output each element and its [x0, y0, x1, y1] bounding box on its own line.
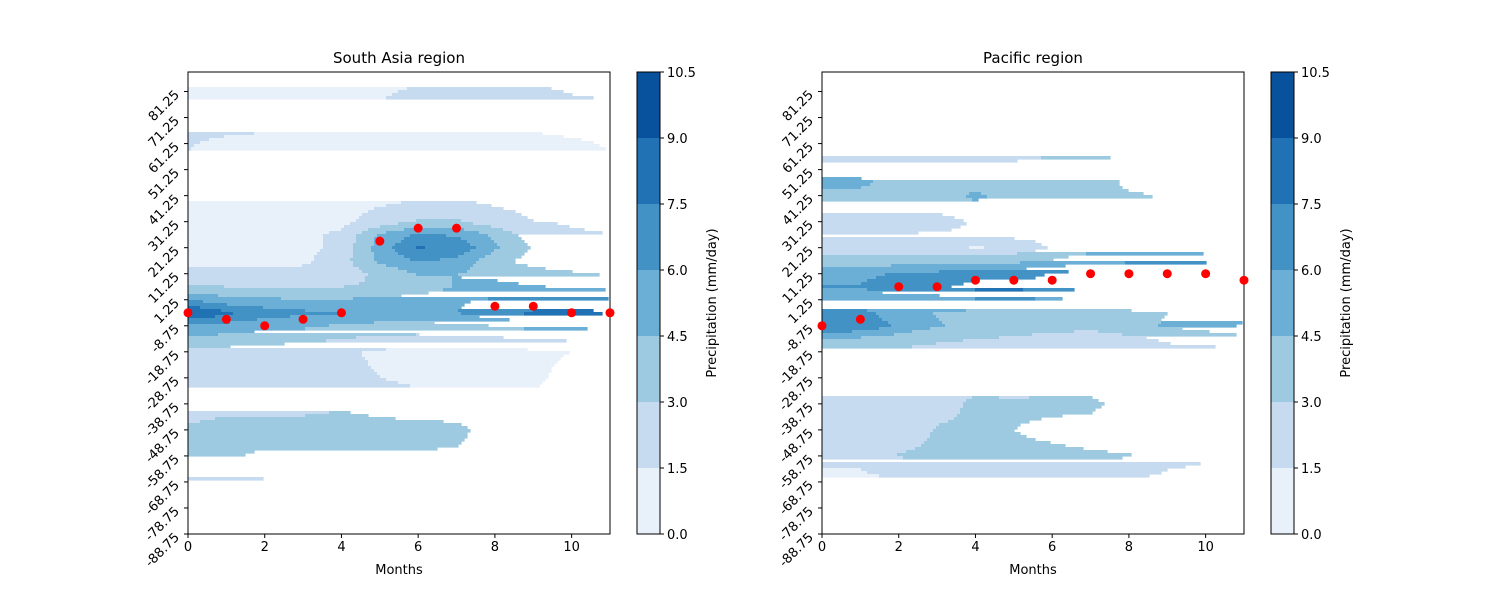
chart-title: South Asia region: [333, 49, 465, 67]
max-precip-point: [375, 236, 385, 246]
max-precip-point: [567, 308, 577, 318]
x-tick-label: 8: [1125, 540, 1133, 555]
y-tick-label: -8.75: [148, 322, 182, 356]
colorbar-band: [637, 336, 660, 402]
colorbar-band: [637, 204, 660, 270]
colorbar-band: [1271, 336, 1294, 402]
y-tick-label: -8.75: [782, 322, 816, 356]
max-precip-point: [413, 223, 423, 233]
max-precip-point: [1086, 269, 1096, 279]
contour-field: [188, 87, 609, 481]
colorbar-tick-label: 6.0: [1301, 264, 1322, 279]
max-precip-point: [1162, 269, 1172, 279]
colorbar-tick-label: 3.0: [1301, 396, 1322, 411]
x-tick-label: 10: [1197, 540, 1214, 555]
colorbar: 0.0 1.5 3.0 4.5 6.0 7.5 9.0 10.5 Precipitation (…: [1270, 66, 1354, 543]
colorbar-band: [1271, 402, 1294, 468]
colorbar-frame: [1270, 71, 1295, 535]
colorbar-tick-label: 9.0: [1301, 132, 1322, 147]
x-tick-label: 8: [491, 540, 499, 555]
colorbar-band: [1271, 270, 1294, 336]
colorbar-band: [637, 138, 660, 204]
colorbar-tick-label: 10.5: [1301, 66, 1330, 81]
max-precip-point: [605, 308, 615, 318]
chart-title: Pacific region: [983, 49, 1083, 67]
colorbar: 0.0 1.5 3.0 4.5 6.0 7.5 9.0 10.5 Precipitation (…: [636, 66, 720, 543]
colorbar-band: [1271, 204, 1294, 270]
colorbar-band: [1271, 138, 1294, 204]
x-tick-label: 4: [337, 540, 345, 555]
max-precip-point: [490, 301, 500, 311]
colorbar-label: Precipitation (mm/day): [1339, 228, 1354, 377]
max-precip-point: [336, 308, 346, 318]
max-precip-point: [183, 308, 193, 318]
x-tick-label: 2: [261, 540, 269, 555]
max-precip-point: [855, 314, 865, 324]
colorbar-tick-label: 0.0: [1301, 528, 1322, 543]
colorbar-tick-label: 7.5: [667, 198, 688, 213]
colorbar-tick-label: 10.5: [667, 66, 696, 81]
colorbar-tick-label: 0.0: [667, 528, 688, 543]
colorbar-band: [637, 468, 660, 534]
colorbar-tick-label: 1.5: [1301, 462, 1322, 477]
colorbar-tick-label: 1.5: [667, 462, 688, 477]
colorbar-tick-label: 3.0: [667, 396, 688, 411]
colorbar-band: [1271, 72, 1294, 138]
x-tick-label: 6: [414, 540, 422, 555]
max-precip-point: [970, 275, 980, 285]
max-precip-point: [1239, 275, 1249, 285]
colorbar-tick-label: 9.0: [667, 132, 688, 147]
x-axis-label: Months: [375, 563, 423, 578]
max-precip-point: [1201, 269, 1211, 279]
x-tick-label: 6: [1048, 540, 1056, 555]
colorbar-band: [637, 402, 660, 468]
x-tick-label: 0: [184, 540, 192, 555]
x-tick-label: 4: [971, 540, 979, 555]
colorbar-band: [637, 72, 660, 138]
colorbar-tick-label: 4.5: [667, 330, 688, 345]
colorbar-tick-label: 4.5: [1301, 330, 1322, 345]
max-precip-point: [260, 321, 270, 331]
max-precip-point: [1047, 275, 1057, 285]
max-precip-point: [932, 282, 942, 292]
max-precip-point: [452, 223, 462, 233]
max-precip-point: [298, 314, 308, 324]
colorbar-frame: [636, 71, 661, 535]
x-tick-label: 10: [563, 540, 580, 555]
x-tick-label: 0: [818, 540, 826, 555]
x-tick-label: 2: [895, 540, 903, 555]
max-precip-point: [221, 314, 231, 324]
colorbar-tick-label: 6.0: [667, 264, 688, 279]
colorbar-label: Precipitation (mm/day): [705, 228, 720, 377]
max-precip-point: [894, 282, 904, 292]
axes-frame: [187, 71, 611, 535]
contour-field: [822, 156, 1243, 478]
x-axis-label: Months: [1009, 563, 1057, 578]
max-precip-point: [1009, 275, 1019, 285]
max-precip-point: [528, 301, 538, 311]
max-precip-point: [817, 321, 827, 331]
max-precip-point: [1124, 269, 1134, 279]
axes-frame: [821, 71, 1245, 535]
colorbar-band: [637, 270, 660, 336]
colorbar-tick-label: 7.5: [1301, 198, 1322, 213]
colorbar-band: [1271, 468, 1294, 534]
